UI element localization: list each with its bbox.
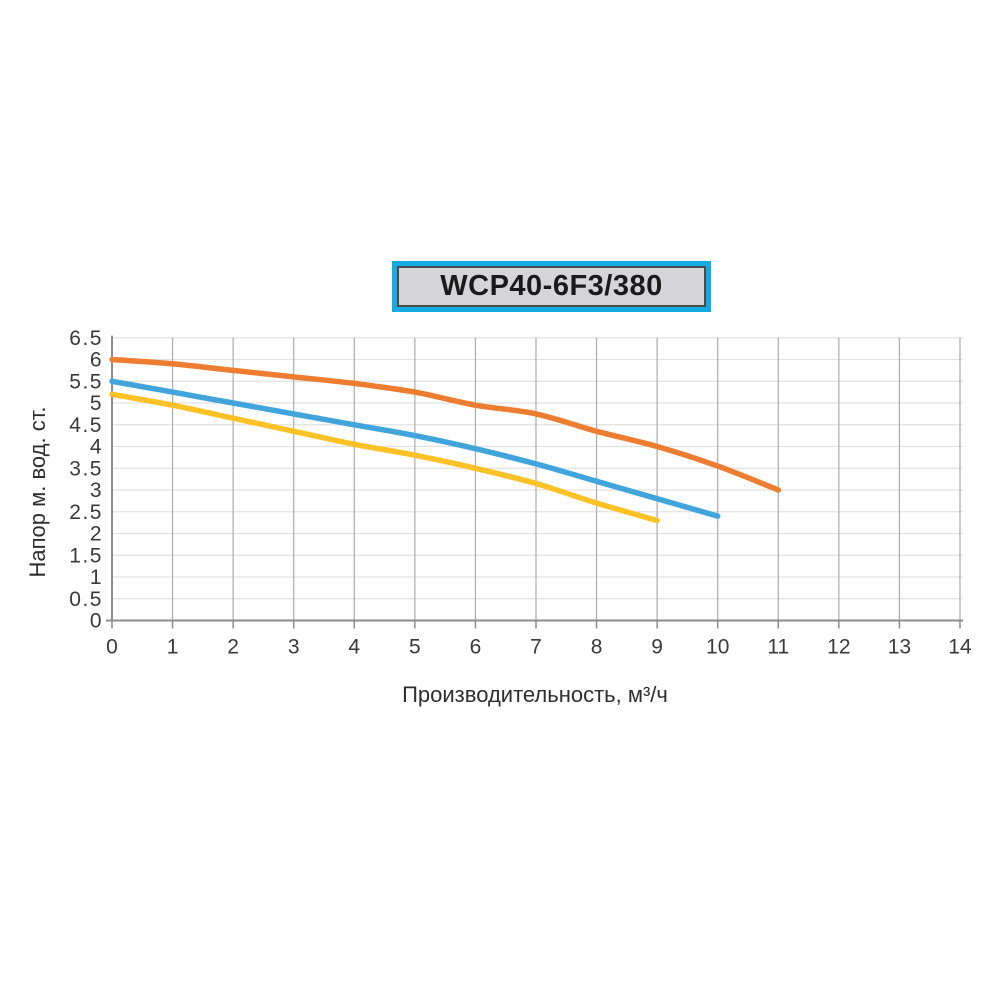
x-tick-label: 10 <box>706 636 729 659</box>
y-tick-label: 5 <box>90 392 103 415</box>
series-curve-blue <box>109 378 721 519</box>
y-axis-title: Напор м. вод. ст. <box>25 406 50 578</box>
x-tick-label: 0 <box>106 636 118 659</box>
x-tick-label: 11 <box>767 636 789 659</box>
y-tick-label: 0.5 <box>69 588 103 611</box>
y-tick-label: 4 <box>90 436 103 459</box>
y-tick-label: 5.5 <box>69 370 103 393</box>
y-tick-label: 4.5 <box>69 414 103 437</box>
y-tick-label: 2.5 <box>69 501 103 524</box>
series-curve-yellow <box>109 391 660 524</box>
x-tick-label: 7 <box>530 636 542 659</box>
y-tick-label: 3.5 <box>69 457 103 480</box>
x-tick-label: 13 <box>888 636 911 659</box>
x-tick-label: 2 <box>227 636 239 659</box>
x-axis-title: Производительность, м³/ч <box>402 682 668 707</box>
x-tick-label: 4 <box>348 636 360 659</box>
y-tick-label: 2 <box>90 523 103 546</box>
y-tick-label: 6 <box>90 349 103 372</box>
y-tick-label: 0 <box>90 610 103 633</box>
x-tick-label: 14 <box>948 636 972 659</box>
series-curve-orange <box>109 356 782 493</box>
pump-model-title-box-inner: WCP40-6F3/380 <box>397 266 706 307</box>
x-tick-label: 1 <box>167 636 179 659</box>
y-tick-label: 1 <box>90 566 103 589</box>
x-tick-label: 8 <box>591 636 603 659</box>
pump-model-title-box: WCP40-6F3/380 <box>392 261 711 312</box>
x-tick-label: 5 <box>409 636 421 659</box>
x-tick-label: 12 <box>827 636 850 659</box>
y-tick-label: 1.5 <box>69 544 103 567</box>
pump-model-label: WCP40-6F3/380 <box>440 270 663 302</box>
x-tick-label: 9 <box>651 636 663 659</box>
x-tick-label: 6 <box>470 636 482 659</box>
x-tick-label: 3 <box>288 636 300 659</box>
y-tick-label: 3 <box>90 479 103 502</box>
y-tick-label: 6.5 <box>69 327 103 350</box>
